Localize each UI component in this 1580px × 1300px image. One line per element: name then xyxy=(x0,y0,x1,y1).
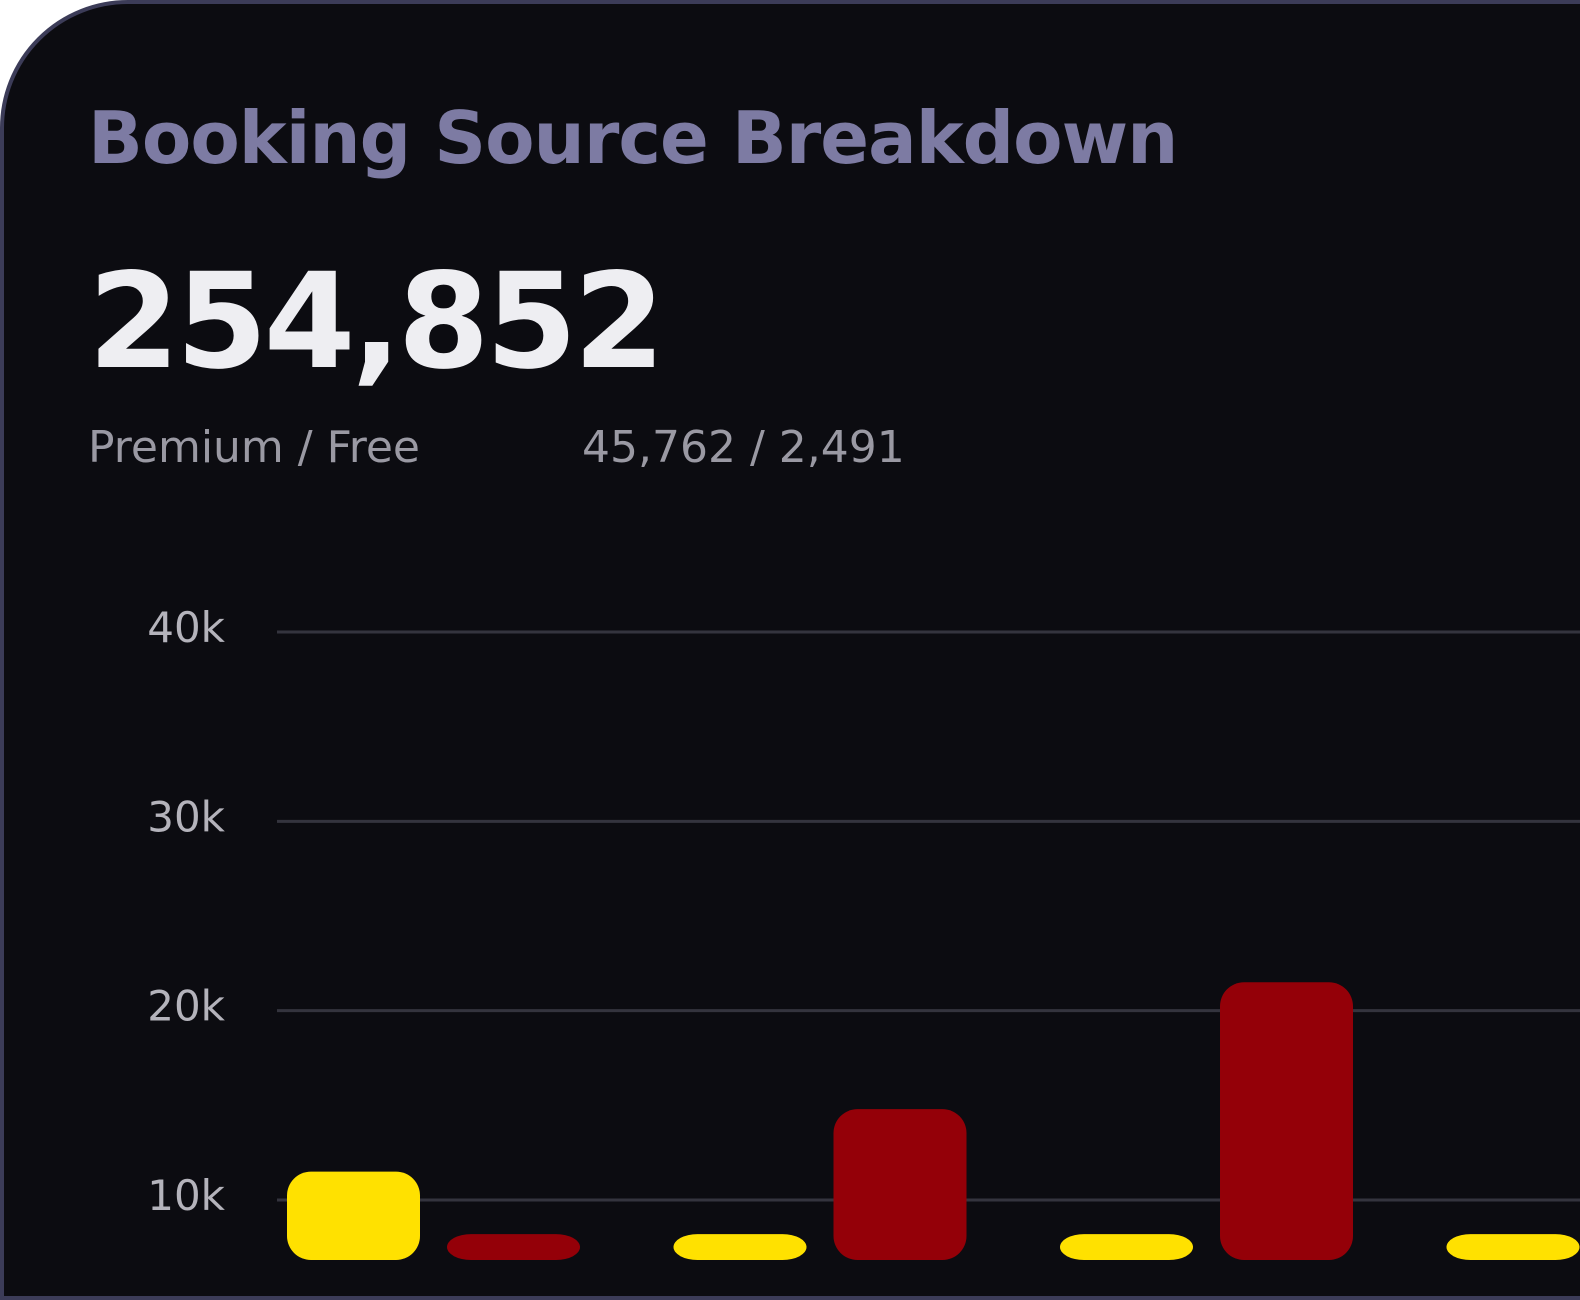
y-tick-label: 40k xyxy=(147,603,225,652)
y-tick-label: 20k xyxy=(147,982,225,1031)
bar-series-2-cat-3 xyxy=(1220,982,1353,1260)
ratio-label: Premium / Free xyxy=(88,422,420,473)
bar-series-1-cat-3 xyxy=(1060,1234,1193,1260)
card-title: Booking Source Breakdown xyxy=(88,96,1178,180)
bar-series-1-cat-1 xyxy=(287,1171,420,1260)
bar-series-2-cat-2 xyxy=(833,1109,967,1260)
ratio-value: 45,762 / 2,491 xyxy=(582,422,905,473)
y-tick-label: 30k xyxy=(147,792,225,841)
bars xyxy=(287,982,1580,1260)
y-axis-ticks: 10k 20k 30k 40k xyxy=(147,603,225,1220)
bar-series-1-cat-2 xyxy=(673,1234,807,1260)
bar-chart: 10k 20k 30k 40k xyxy=(147,603,1580,1260)
y-tick-label: 10k xyxy=(147,1171,225,1220)
total-value: 254,852 xyxy=(88,245,665,399)
bar-series-1-cat-4 xyxy=(1446,1234,1580,1260)
bar-series-2-cat-1 xyxy=(447,1234,580,1260)
